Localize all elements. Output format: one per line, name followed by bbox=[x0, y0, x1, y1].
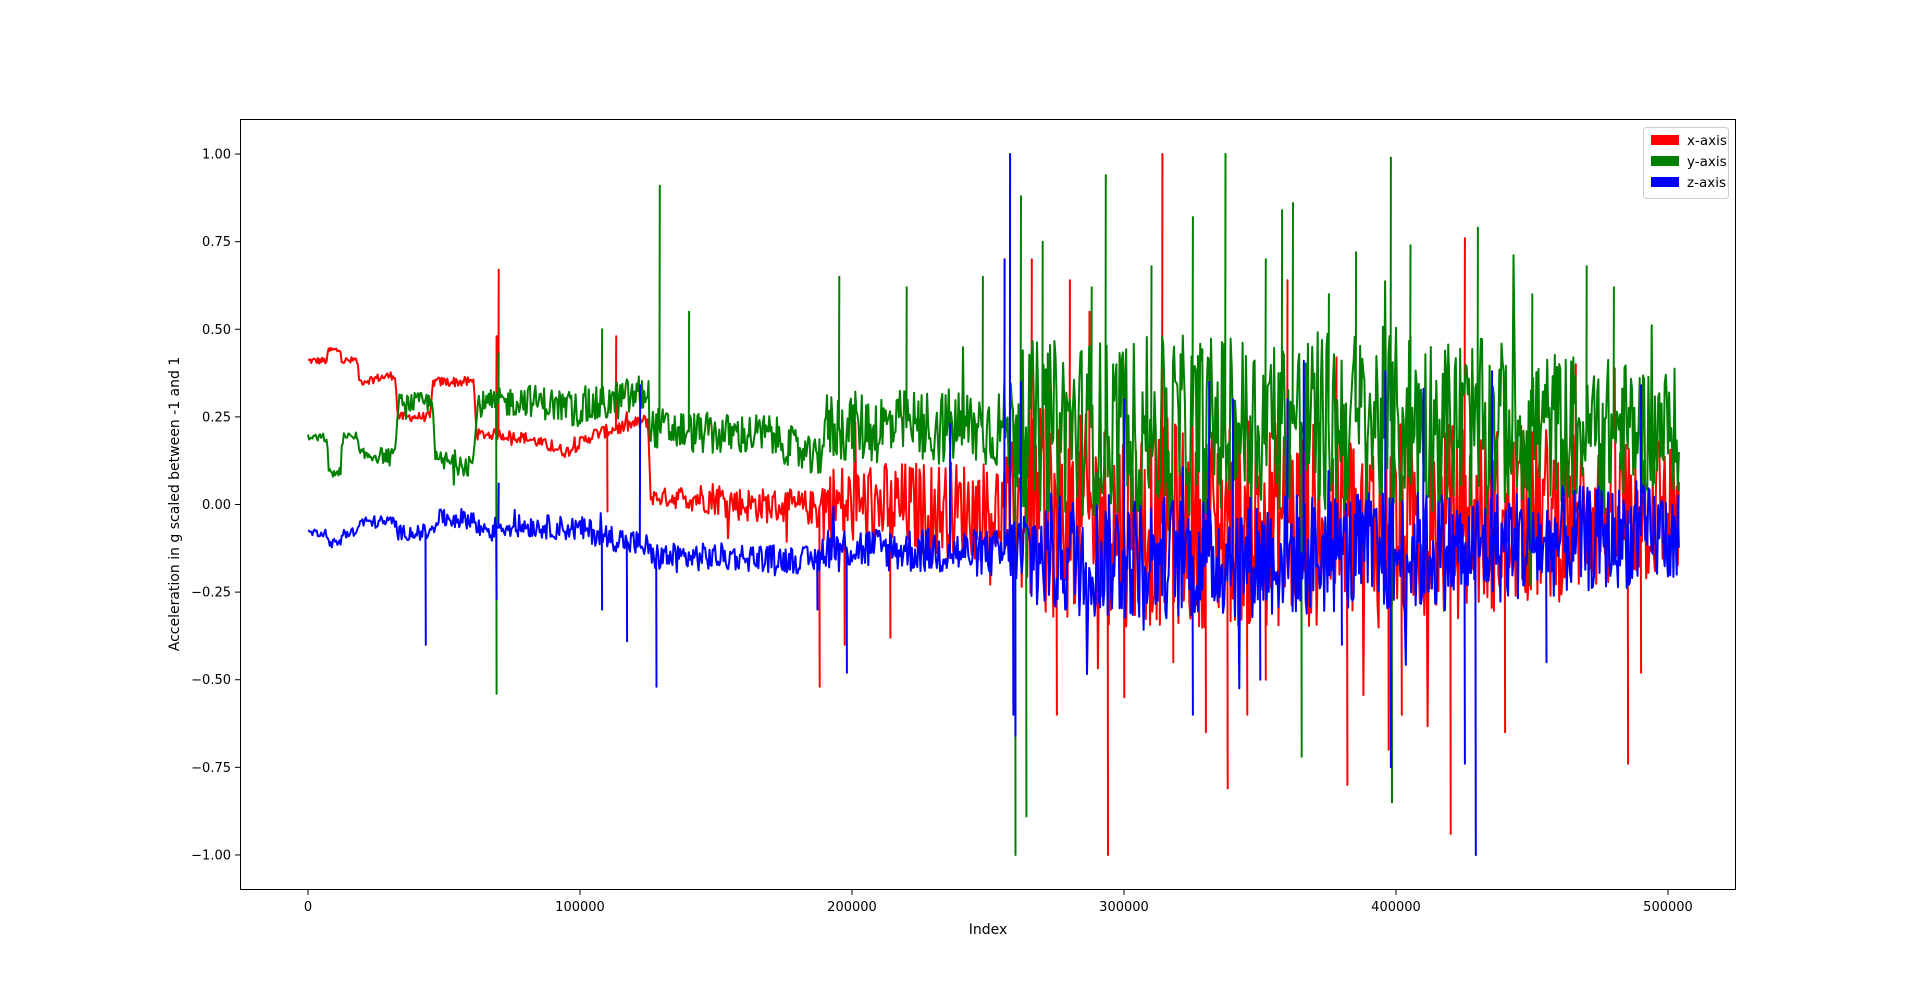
y-axis: 1.00 0.75 0.50 0.25 0.00 −0.25 −0.50 −0.75 −1.00 bbox=[191, 148, 240, 863]
y-tick-label: −1.00 bbox=[191, 848, 231, 863]
y-tick-label: 0.50 bbox=[202, 323, 231, 338]
x-tick-label: 100000 bbox=[555, 900, 605, 915]
legend-swatch-y-axis bbox=[1651, 156, 1679, 166]
x-axis: 0 100000 200000 300000 400000 500000 bbox=[304, 890, 1693, 915]
y-tick-label: 0.25 bbox=[202, 410, 231, 425]
y-tick-label: −0.25 bbox=[191, 586, 231, 601]
x-tick-label: 300000 bbox=[1099, 900, 1149, 915]
plot-area bbox=[307, 153, 1680, 856]
series-line-z-axis bbox=[307, 153, 1680, 856]
legend-label-x-axis: x-axis bbox=[1687, 133, 1727, 149]
legend-swatch-z-axis bbox=[1651, 177, 1679, 187]
legend-label-y-axis: y-axis bbox=[1687, 154, 1727, 170]
legend-swatch-x-axis bbox=[1651, 135, 1679, 145]
y-tick-label: 0.75 bbox=[202, 235, 231, 250]
x-tick-label: 400000 bbox=[1371, 900, 1421, 915]
plot-frame bbox=[240, 119, 1736, 890]
x-tick-label: 0 bbox=[304, 900, 312, 915]
y-tick-label: −0.50 bbox=[191, 673, 231, 688]
series-line-x-axis bbox=[307, 153, 1680, 856]
legend: x-axis y-axis z-axis bbox=[1643, 127, 1729, 199]
y-tick-label: 0.00 bbox=[202, 498, 231, 513]
y-axis-label: Acceleration in g scaled between -1 and … bbox=[167, 357, 183, 652]
series-line-y-axis bbox=[307, 153, 1680, 856]
x-tick-label: 500000 bbox=[1643, 900, 1693, 915]
legend-label-z-axis: z-axis bbox=[1687, 175, 1726, 191]
y-tick-label: 1.00 bbox=[202, 148, 231, 163]
y-tick-label: −0.75 bbox=[191, 761, 231, 776]
x-axis-label: Index bbox=[969, 922, 1008, 938]
x-tick-label: 200000 bbox=[827, 900, 877, 915]
